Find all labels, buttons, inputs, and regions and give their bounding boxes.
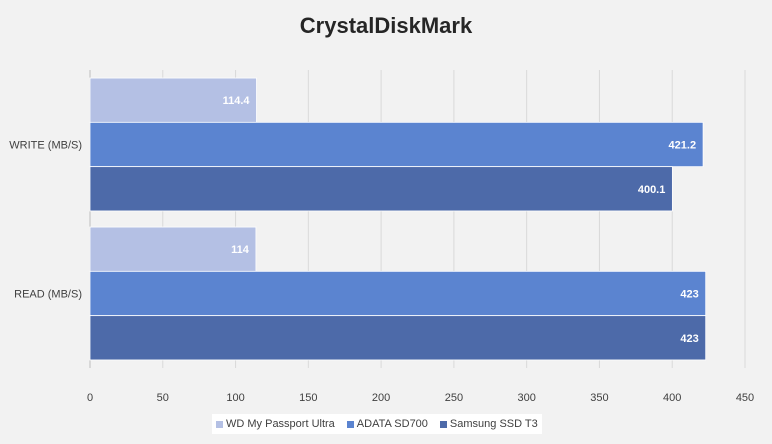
legend: WD My Passport Ultra ADATA SD700 Samsung S…	[212, 414, 542, 434]
chart-title: CrystalDiskMark	[300, 13, 473, 38]
x-tick-label: 50	[157, 392, 169, 404]
legend-item: ADATA SD700	[347, 418, 428, 430]
x-tick-label: 450	[736, 392, 754, 404]
bar	[90, 316, 706, 360]
x-tick-label: 250	[445, 392, 463, 404]
category-label: WRITE (MB/S)	[9, 140, 82, 152]
legend-swatch	[440, 421, 447, 428]
data-label: 423	[680, 289, 698, 301]
legend-item: Samsung SSD T3	[440, 418, 538, 430]
bar	[90, 122, 703, 166]
x-tick-label: 300	[517, 392, 535, 404]
x-tick-label: 150	[299, 392, 317, 404]
bar	[90, 167, 672, 211]
legend-item: WD My Passport Ultra	[216, 418, 335, 430]
x-tick-label: 100	[226, 392, 244, 404]
bars	[90, 78, 706, 360]
data-label: 114.4	[223, 95, 251, 107]
legend-label: ADATA SD700	[357, 418, 428, 430]
bar	[90, 271, 706, 315]
data-label: 400.1	[638, 184, 666, 196]
legend-swatch	[216, 421, 223, 428]
data-label: 421.2	[669, 140, 697, 152]
data-label: 114	[231, 244, 250, 256]
x-tick-label: 200	[372, 392, 390, 404]
x-tick-label: 400	[663, 392, 681, 404]
legend-swatch	[347, 421, 354, 428]
x-tick-label: 0	[87, 392, 93, 404]
legend-label: Samsung SSD T3	[450, 418, 538, 430]
category-label: READ (MB/S)	[14, 289, 82, 301]
data-label: 423	[680, 333, 698, 345]
legend-label: WD My Passport Ultra	[226, 418, 335, 430]
x-tick-label: 350	[590, 392, 608, 404]
